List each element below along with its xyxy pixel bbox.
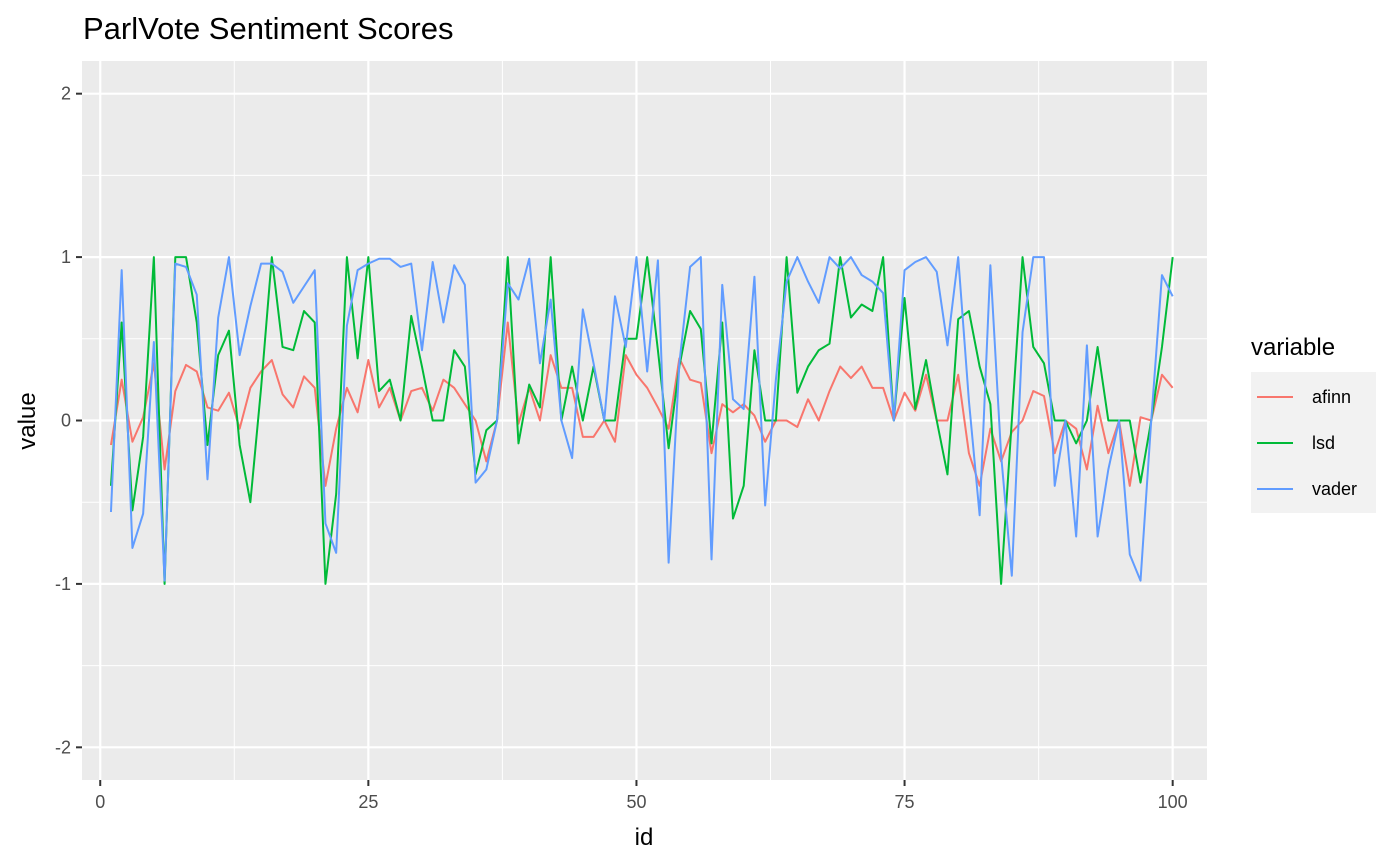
legend-items: afinn lsd vader bbox=[1257, 387, 1357, 499]
x-tick-label: 0 bbox=[95, 792, 105, 812]
series-line-lsd bbox=[109, 256, 1174, 585]
y-tick-label: 1 bbox=[61, 247, 71, 267]
y-axis-title: value bbox=[14, 392, 41, 449]
y-tick-label: 0 bbox=[61, 411, 71, 431]
series-line-vader bbox=[109, 256, 1174, 582]
x-axis: 0 25 50 75 100 bbox=[95, 780, 1188, 812]
chart-title: ParlVote Sentiment Scores bbox=[83, 11, 453, 46]
y-tick-label: 2 bbox=[61, 84, 71, 104]
legend-label-vader: vader bbox=[1312, 479, 1357, 499]
x-tick-label: 100 bbox=[1158, 792, 1188, 812]
x-tick-label: 50 bbox=[626, 792, 646, 812]
y-tick-label: -1 bbox=[55, 574, 71, 594]
x-tick-label: 25 bbox=[358, 792, 378, 812]
x-tick-label: 75 bbox=[895, 792, 915, 812]
x-axis-title: id bbox=[635, 824, 654, 851]
legend-title: variable bbox=[1251, 334, 1335, 361]
legend-label-afinn: afinn bbox=[1312, 387, 1351, 407]
y-axis: -2 -1 0 1 2 bbox=[55, 84, 82, 757]
series-lines bbox=[109, 256, 1174, 585]
y-tick-label: -2 bbox=[55, 737, 71, 757]
series-line-afinn bbox=[109, 321, 1174, 487]
legend-label-lsd: lsd bbox=[1312, 433, 1335, 453]
legend: variable afinn lsd vader bbox=[1251, 334, 1376, 513]
